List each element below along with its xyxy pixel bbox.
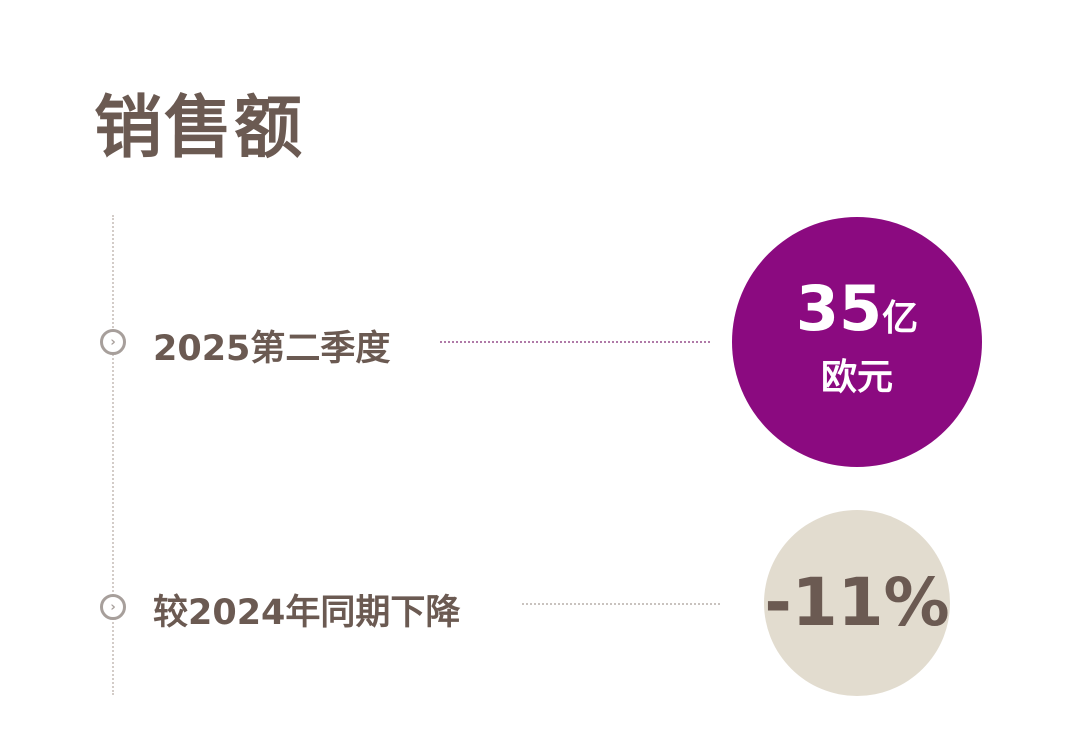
row-label-change: 较2024年同期下降: [153, 593, 461, 633]
timeline-divider: [112, 215, 114, 695]
change-value-circle: -11%: [764, 510, 950, 696]
chevron-circle-right-icon: ›: [100, 594, 126, 620]
change-value: -11%: [764, 564, 950, 641]
page-title: 销售额: [94, 89, 305, 168]
chevron-circle-right-icon: ›: [100, 329, 126, 355]
sales-value-number: 35: [795, 272, 883, 345]
sales-value-circle: 35亿 欧元: [732, 217, 982, 467]
row-label-quarter: 2025第二季度: [153, 329, 391, 369]
sales-value-currency: 欧元: [820, 357, 893, 398]
sales-value-unit: 亿: [882, 298, 919, 339]
connector-line: [440, 341, 710, 343]
connector-line: [522, 603, 720, 605]
